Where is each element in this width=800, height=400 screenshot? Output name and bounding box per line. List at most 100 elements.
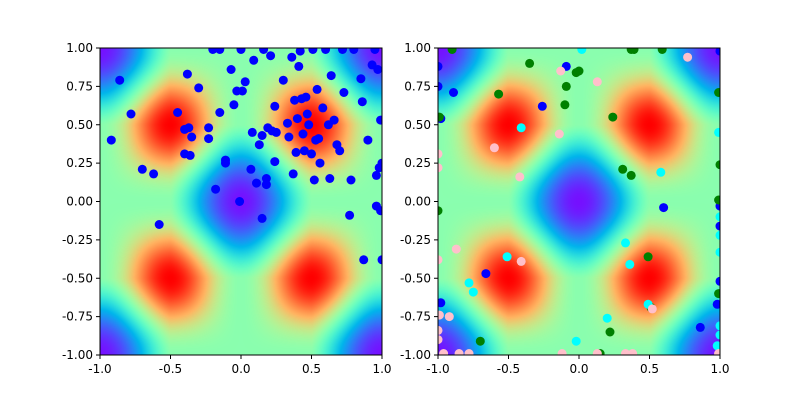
left-scatter-point xyxy=(208,48,218,54)
left-scatter-point xyxy=(106,135,116,145)
left-scatter-point xyxy=(235,197,245,206)
left-scatter-point xyxy=(215,48,225,54)
right-scatter-point xyxy=(715,330,720,340)
left-scatter-point xyxy=(278,75,288,85)
left-scatter-point xyxy=(252,178,261,188)
left-scatter-point xyxy=(211,184,221,194)
right-scatter-point xyxy=(537,101,547,111)
right-scatter-point xyxy=(464,349,474,355)
right-x-tick-label: -1.0 xyxy=(426,362,449,376)
left-scatter-point xyxy=(357,97,367,107)
left-scatter-point xyxy=(215,108,225,117)
right-scatter-point xyxy=(592,77,602,87)
right-scatter-point xyxy=(438,206,443,216)
right-x-tick-label: 0.5 xyxy=(640,362,659,376)
right-scatter-point xyxy=(695,322,705,332)
right-scatter-point xyxy=(438,335,443,345)
left-scatter-point xyxy=(259,48,269,54)
left-scatter-point xyxy=(377,158,382,168)
left-scatter-point xyxy=(371,170,381,180)
right-scatter-point xyxy=(481,269,491,279)
left-y-tick-label: 1.00 xyxy=(66,41,93,55)
right-scatter-point xyxy=(438,255,443,265)
left-scatter-point xyxy=(137,164,147,174)
right-scatter-point xyxy=(715,212,720,222)
left-scatter-point xyxy=(221,158,230,168)
left-axis-ticks: -1.0 -0.5 0.0 0.5 1.0 -1.00 -0.75 -0.50 -0.25 0.0… xyxy=(62,41,392,376)
right-scatter-point xyxy=(561,81,571,91)
left-x-tick-label: -1.0 xyxy=(88,362,111,376)
right-scatter-point xyxy=(447,48,457,54)
right-scatter-point xyxy=(444,312,454,322)
right-scatter-point xyxy=(715,321,720,331)
right-scatter-point xyxy=(475,336,485,346)
right-scatter-point xyxy=(629,48,639,54)
right-scatter-point xyxy=(449,88,458,97)
right-scatter-point xyxy=(643,252,653,262)
left-scatter-point xyxy=(377,255,382,265)
left-scatter-point xyxy=(315,158,325,168)
left-scatter-point xyxy=(288,169,298,179)
left-y-tick-label: -1.00 xyxy=(62,348,93,362)
left-scatter-point xyxy=(204,123,214,133)
left-scatter-point xyxy=(266,51,276,61)
right-scatter-point xyxy=(438,298,446,308)
right-scatter-point xyxy=(489,143,499,153)
left-y-tick-label: -0.75 xyxy=(62,310,93,324)
left-scatter-point xyxy=(290,95,300,105)
right-scatter-point xyxy=(656,167,666,177)
right-scatter-point xyxy=(715,160,720,170)
left-subplot: -1.0 -0.5 0.0 0.5 1.0 -1.00 -0.75 -0.50 -0.25 0.0… xyxy=(62,41,392,376)
right-scatter-point xyxy=(618,164,628,174)
left-scatter-point xyxy=(356,74,366,84)
left-scatter-point xyxy=(318,103,328,113)
right-scatter-point xyxy=(621,349,630,355)
right-scatter-point xyxy=(438,112,444,122)
left-scatter-point xyxy=(126,109,136,119)
right-scatter-point xyxy=(683,52,693,62)
left-y-tick-label: -0.50 xyxy=(62,271,93,285)
right-scatter-point xyxy=(516,123,526,133)
left-scatter-point xyxy=(236,48,246,54)
left-scatter-point xyxy=(154,220,164,229)
left-scatter-point xyxy=(173,108,183,117)
left-scatter-point xyxy=(194,83,204,93)
left-y-tick-label: -0.25 xyxy=(62,233,93,247)
right-x-tick-label: -0.5 xyxy=(497,362,520,376)
right-x-tick-label: 1.0 xyxy=(710,362,729,376)
left-scatter-point xyxy=(349,48,359,54)
right-scatter-point xyxy=(502,252,512,262)
right-scatter-point xyxy=(451,244,461,254)
right-y-tick-label: -0.75 xyxy=(400,310,431,324)
left-scatter-point xyxy=(329,115,339,125)
right-scatter-point xyxy=(438,81,443,91)
left-scatter-point xyxy=(184,123,194,133)
left-scatter-point xyxy=(182,69,192,79)
left-scatter-point xyxy=(204,134,214,144)
left-scatter-point xyxy=(335,146,345,156)
left-scatter-point xyxy=(376,115,382,125)
right-scatter-point xyxy=(557,349,567,355)
left-scatter-point xyxy=(307,149,316,159)
right-scatter-point xyxy=(574,66,584,76)
right-scatter-point xyxy=(602,313,612,323)
right-scatter-point xyxy=(525,58,535,68)
left-scatter-point xyxy=(237,86,247,96)
left-scatter-point xyxy=(261,180,271,190)
right-scatter-point xyxy=(608,112,618,122)
left-scatter-point xyxy=(270,157,280,167)
right-scatter-point xyxy=(715,230,720,240)
right-scatter-point xyxy=(439,349,449,355)
right-scatter-point xyxy=(560,100,570,110)
right-scatter-point xyxy=(438,61,443,71)
left-scatter-point xyxy=(338,48,347,54)
left-y-tick-label: 0.75 xyxy=(66,79,93,93)
left-scatter-point xyxy=(376,206,382,216)
right-scatter-point xyxy=(715,247,720,257)
left-scatter-point xyxy=(304,120,314,130)
left-scatter-point xyxy=(247,127,257,137)
right-scatter-point xyxy=(438,325,443,335)
right-y-tick-label: 0.75 xyxy=(404,79,431,93)
left-scatter-point xyxy=(325,174,335,183)
left-scatter-point xyxy=(292,114,302,124)
